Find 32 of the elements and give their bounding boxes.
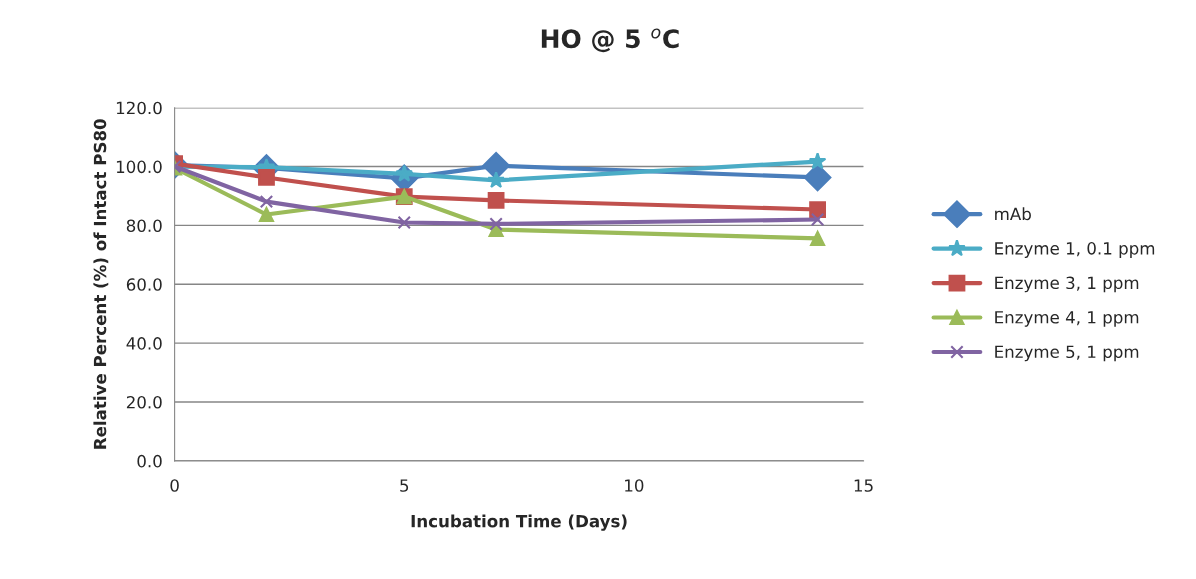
y-axis-title: Relative Percent (%) of Intact PS80 [93, 119, 109, 449]
y-tick-label: 20.0 [126, 395, 162, 409]
legend-label: Enzyme 5, 1 ppm [995, 345, 1139, 362]
x-tick-label: 5 [400, 479, 409, 492]
point [487, 192, 505, 209]
point [808, 152, 827, 170]
point [489, 217, 503, 231]
point [258, 169, 275, 186]
point [809, 201, 826, 218]
chart-title: HO @ 5 $^{o}$C [541, 28, 679, 53]
legend-label: mAb [995, 207, 1031, 221]
x-tick-label: 15 [854, 479, 873, 492]
point [258, 206, 275, 223]
x-axis-title: Incubation Time (Days) [411, 514, 627, 531]
y-tick-label: 120.0 [116, 101, 162, 115]
point [259, 194, 274, 209]
y-tick-label: 0.0 [137, 454, 162, 468]
y-tick-label: 100.0 [116, 160, 162, 174]
legend-label: Enzyme 4, 1 ppm [995, 311, 1139, 327]
x-tick-label: 10 [625, 479, 644, 492]
point [397, 215, 411, 230]
point [810, 230, 826, 246]
legend-label: Enzyme 3, 1 ppm [995, 276, 1139, 293]
y-tick-label: 40.0 [126, 337, 162, 350]
point [810, 212, 825, 227]
point [487, 171, 505, 189]
legend-label: Enzyme 1, 0.1 ppm [995, 242, 1155, 258]
y-tick-label: 60.0 [126, 278, 162, 291]
point [803, 163, 832, 192]
point [482, 151, 510, 180]
x-tick-label: 0 [170, 479, 179, 492]
y-tick-label: 80.0 [126, 219, 162, 232]
